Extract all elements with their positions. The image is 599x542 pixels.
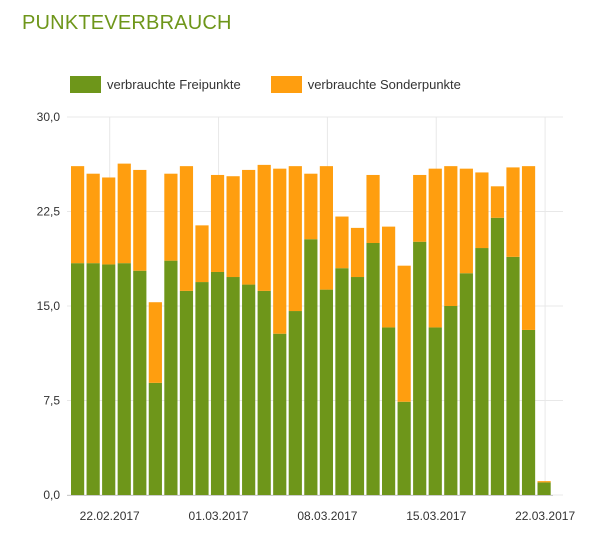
bar-special[interactable]	[102, 177, 116, 265]
bar-free[interactable]	[195, 282, 209, 495]
bar-special[interactable]	[506, 167, 520, 257]
bar-special[interactable]	[304, 173, 318, 240]
bar-special[interactable]	[179, 166, 194, 291]
chart-legend: verbrauchte Freipunkte verbrauchte Sonde…	[70, 76, 491, 93]
bar-free[interactable]	[459, 273, 473, 495]
bar-special[interactable]	[195, 225, 209, 283]
bar-free[interactable]	[506, 256, 520, 495]
bar-special[interactable]	[475, 172, 489, 249]
y-tick-label: 22,5	[37, 205, 61, 219]
x-tick-label: 15.03.2017	[406, 509, 466, 523]
legend-item-free[interactable]: verbrauchte Freipunkte	[70, 76, 241, 93]
x-tick-label: 01.03.2017	[189, 509, 249, 523]
bar-special[interactable]	[382, 226, 396, 328]
y-tick-label: 15,0	[37, 299, 61, 313]
bar-free[interactable]	[521, 329, 536, 495]
bar-special[interactable]	[397, 265, 411, 402]
bar-free[interactable]	[304, 239, 318, 495]
x-tick-label: 08.03.2017	[297, 509, 357, 523]
bar-free[interactable]	[210, 271, 225, 495]
y-tick-label: 7,5	[43, 394, 60, 408]
bar-special[interactable]	[428, 168, 442, 328]
legend-label-free: verbrauchte Freipunkte	[107, 77, 241, 92]
bar-free[interactable]	[366, 243, 380, 495]
bar-free[interactable]	[319, 289, 333, 495]
bar-special[interactable]	[226, 176, 240, 278]
bar-free[interactable]	[179, 290, 194, 495]
bar-special[interactable]	[257, 164, 271, 291]
bar-free[interactable]	[226, 277, 240, 495]
bar-special[interactable]	[335, 216, 349, 269]
y-tick-label: 0,0	[43, 488, 60, 502]
bar-free[interactable]	[257, 290, 271, 495]
bar-free[interactable]	[537, 482, 551, 495]
bar-special[interactable]	[164, 173, 178, 261]
bar-special[interactable]	[444, 166, 458, 306]
chart-title: PUNKTEVERBRAUCH	[22, 12, 232, 34]
bar-free[interactable]	[117, 263, 131, 495]
bar-free[interactable]	[397, 401, 411, 495]
bar-free[interactable]	[335, 268, 349, 495]
bar-special[interactable]	[71, 166, 85, 264]
bar-special[interactable]	[273, 168, 287, 334]
bar-special[interactable]	[319, 166, 333, 290]
bar-free[interactable]	[102, 264, 116, 495]
bar-free[interactable]	[148, 382, 162, 495]
bar-free[interactable]	[86, 263, 100, 495]
bar-free[interactable]	[382, 327, 396, 495]
bar-special[interactable]	[242, 169, 256, 285]
x-tick-label: 22.02.2017	[80, 509, 140, 523]
bar-free[interactable]	[164, 260, 178, 495]
bar-free[interactable]	[475, 248, 489, 495]
y-tick-label: 30,0	[37, 110, 61, 124]
bar-special[interactable]	[117, 163, 131, 264]
bar-free[interactable]	[133, 270, 147, 495]
legend-swatch-free	[70, 76, 101, 93]
bar-special[interactable]	[521, 166, 536, 330]
bar-special[interactable]	[86, 173, 100, 264]
bar-special[interactable]	[413, 174, 427, 242]
bar-free[interactable]	[71, 263, 85, 495]
legend-swatch-special	[270, 76, 302, 93]
bar-special[interactable]	[366, 174, 380, 243]
bar-special[interactable]	[210, 174, 225, 272]
bar-free[interactable]	[444, 306, 458, 495]
bar-free[interactable]	[350, 277, 365, 495]
bar-free[interactable]	[413, 241, 427, 495]
bar-free[interactable]	[490, 217, 505, 496]
bar-special[interactable]	[490, 186, 505, 218]
bar-special[interactable]	[148, 302, 162, 383]
bar-special[interactable]	[288, 166, 302, 312]
bar-free[interactable]	[288, 311, 302, 495]
legend-item-special[interactable]: verbrauchte Sonderpunkte	[270, 76, 461, 93]
bar-special[interactable]	[459, 168, 473, 274]
legend-label-special: verbrauchte Sonderpunkte	[307, 77, 461, 92]
bar-special[interactable]	[537, 481, 551, 483]
bar-free[interactable]	[428, 327, 442, 495]
bar-free[interactable]	[273, 333, 287, 495]
bar-special[interactable]	[133, 169, 147, 271]
x-tick-label: 22.03.2017	[515, 509, 575, 523]
bar-free[interactable]	[242, 284, 256, 495]
bar-special[interactable]	[350, 227, 365, 278]
